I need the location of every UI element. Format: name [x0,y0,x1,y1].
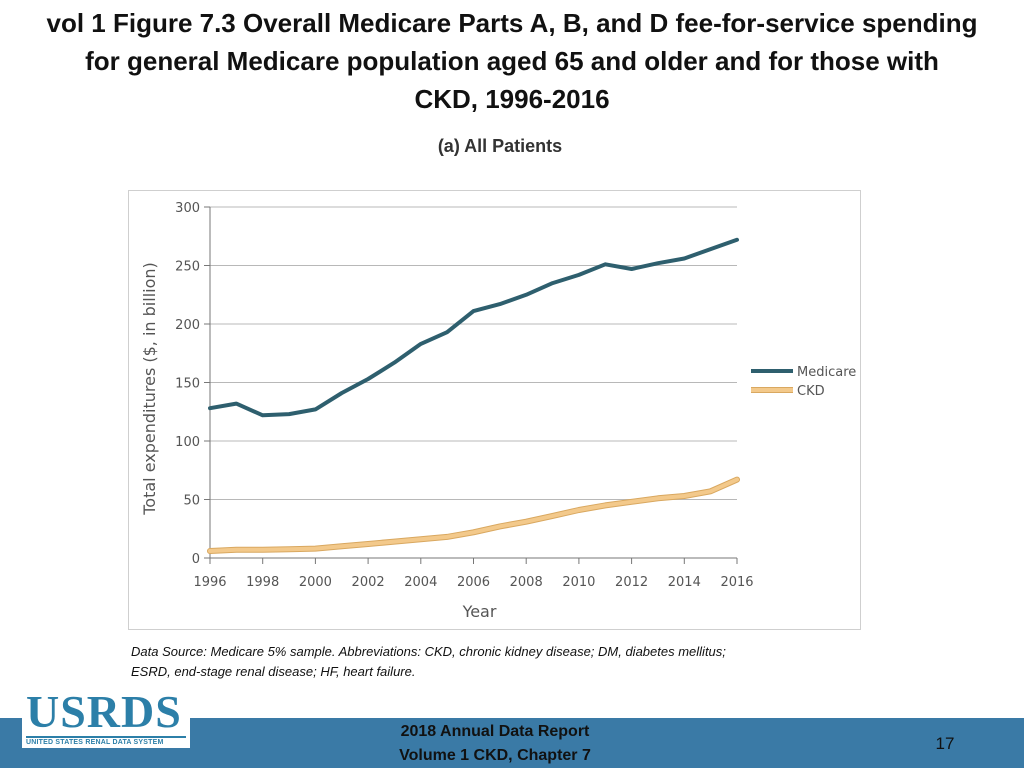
logo-subtitle: UNITED STATES RENAL DATA SYSTEM [26,736,186,746]
y-tick-label: 200 [175,318,200,333]
page-number: 17 [935,734,955,753]
usrds-logo: USRDS UNITED STATES RENAL DATA SYSTEM [22,688,190,748]
x-tick-label: 2000 [299,575,332,590]
x-tick-label: 2006 [457,575,490,590]
footer-line-1: 2018 Annual Data Report [400,723,590,740]
ckd-line-outline [207,476,740,554]
x-tick-label: 2008 [510,575,543,590]
legend-label-ckd: CKD [797,384,825,399]
x-tick-label: 2012 [615,575,648,590]
medicare-line [208,237,739,418]
legend-label-medicare: Medicare [797,365,856,380]
x-tick-label: 2016 [720,575,753,590]
footer-report-title: 2018 Annual Data Report Volume 1 CKD, Ch… [330,720,660,768]
line-chart: 0 50 100 150 200 250 300 1996 1998 2000 2002 2004 20… [140,201,856,621]
y-tick-label: 50 [183,494,200,509]
ckd-line [208,477,739,553]
caption-line-1: Data Source: Medicare 5% sample. Abbrevi… [131,644,726,659]
data-source-caption: Data Source: Medicare 5% sample. Abbrevi… [131,642,861,682]
footer-line-2: Volume 1 CKD, Chapter 7 [399,747,591,764]
y-tick-label: 100 [175,435,200,450]
slide-title: vol 1 Figure 7.3 Overall Medicare Parts … [0,4,1024,118]
chart-frame: 0 50 100 150 200 250 300 1996 1998 2000 2002 2004 20… [128,190,861,630]
y-tick-label: 0 [192,552,200,567]
x-tick-label: 2004 [404,575,437,590]
x-axis-title: Year [462,602,497,621]
x-tick-label: 1998 [246,575,279,590]
x-tick-label: 2002 [352,575,385,590]
x-tick-label: 2014 [668,575,701,590]
title-line-2: for general Medicare population aged 65 … [85,46,939,76]
title-line-1: vol 1 Figure 7.3 Overall Medicare Parts … [46,8,978,38]
caption-line-2: ESRD, end-stage renal disease; HF, heart… [131,664,416,679]
chart-title: (a) All Patients [437,136,563,156]
x-tick-label: 1996 [193,575,226,590]
title-line-3: CKD, 1996-2016 [414,84,610,114]
logo-wordmark: USRDS [26,686,182,737]
y-tick-label: 300 [175,201,200,216]
y-axis-title: Total expenditures ($, in billion) [140,262,159,516]
x-tick-label: 2010 [562,575,595,590]
y-tick-label: 250 [175,260,200,275]
y-tick-label: 150 [175,377,200,392]
